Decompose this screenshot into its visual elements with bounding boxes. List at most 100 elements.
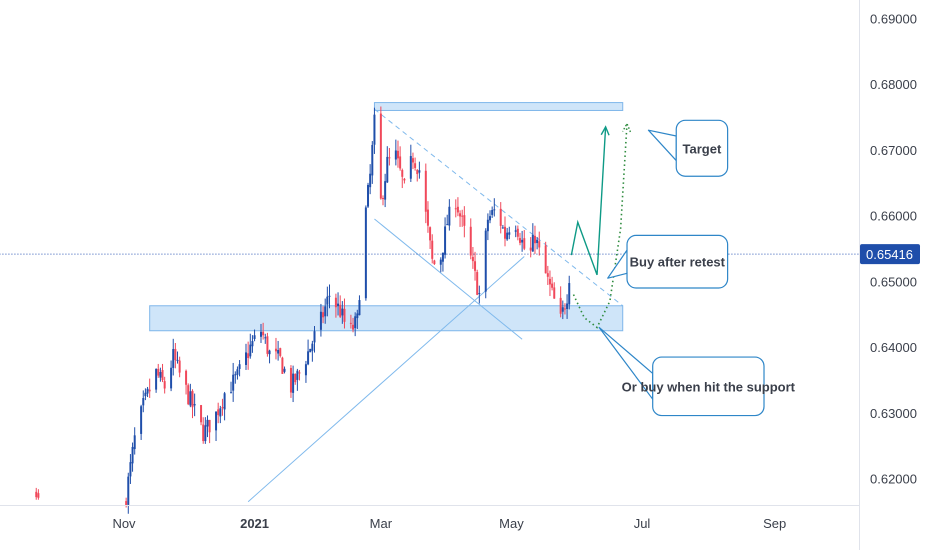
candle-body-93 — [396, 150, 399, 159]
ascending-trendline[interactable] — [247, 256, 525, 503]
descending-dashed-line[interactable] — [374, 108, 624, 307]
candle-body-57 — [289, 367, 292, 393]
candle-body-37 — [230, 392, 233, 394]
candle-body-116 — [463, 215, 466, 226]
x-tick-May: May — [499, 516, 524, 531]
candle-body-146 — [553, 287, 556, 299]
candle-body-125 — [491, 210, 494, 215]
candle-body-62 — [304, 364, 307, 376]
candle-body-1 — [37, 493, 40, 498]
candle-body-89 — [384, 181, 387, 200]
candle-body-149 — [563, 308, 566, 310]
candle-body-24 — [189, 391, 192, 406]
candle-body-38 — [232, 374, 235, 391]
x-axis[interactable]: Nov 2021 Mar May Jul Sep — [112, 516, 786, 531]
candle-body-131 — [508, 232, 511, 235]
candle-body-112 — [454, 208, 457, 210]
buy-after-retest-callout-pointer-joint — [627, 251, 631, 273]
candle-body-118 — [471, 257, 474, 262]
candle-body-120 — [476, 272, 479, 295]
candle-body-53 — [277, 349, 280, 354]
candle-body-128 — [501, 227, 504, 229]
candle-body-66 — [313, 331, 316, 343]
candle-body-142 — [544, 245, 547, 274]
candle-body-72 — [334, 297, 337, 308]
candle-body-74 — [339, 304, 342, 317]
candle-body-7 — [140, 406, 143, 434]
candle-body-19 — [174, 348, 177, 361]
candle-body-18 — [172, 349, 175, 368]
candle-body-88 — [382, 198, 384, 200]
candle-body-133 — [516, 228, 519, 237]
candle-body-48 — [262, 331, 265, 336]
candle-body-83 — [367, 184, 370, 207]
candle-body-108 — [441, 252, 444, 262]
retest-projection[interactable] — [570, 126, 607, 276]
candle-body-151 — [568, 283, 571, 305]
candle-body-121 — [478, 293, 481, 295]
candle-body-68 — [322, 312, 325, 318]
candle-body-123 — [486, 219, 489, 232]
candle-body-15 — [161, 370, 164, 381]
candle-body-102 — [424, 170, 427, 212]
y-tick-0.63000: 0.63000 — [870, 406, 917, 421]
target-callout[interactable]: Target — [647, 119, 729, 177]
current-price-label: 0.65416 — [866, 247, 913, 262]
y-tick-0.69000: 0.69000 — [870, 11, 917, 26]
buy-support-callout[interactable]: Or buy when hit the support — [598, 326, 796, 417]
candle-body-78 — [352, 324, 355, 330]
candle-body-145 — [551, 283, 554, 288]
candle-body-8 — [142, 398, 145, 406]
candle-body-84 — [369, 173, 372, 188]
candle-body-106 — [433, 260, 436, 265]
candle-body-42 — [245, 352, 248, 365]
candles-layer — [35, 106, 571, 514]
candle-body-114 — [459, 213, 462, 217]
candle-body-81 — [358, 300, 361, 316]
candle-body-12 — [155, 368, 158, 390]
candle-body-135 — [521, 239, 524, 243]
candle-body-41 — [238, 364, 241, 369]
candle-body-20 — [176, 359, 179, 361]
candle-body-65 — [311, 343, 314, 351]
candle-body-97 — [409, 156, 412, 179]
y-tick-0.65000: 0.65000 — [870, 274, 917, 289]
candle-body-55 — [281, 357, 284, 374]
y-tick-0.68000: 0.68000 — [870, 77, 917, 92]
y-tick-0.66000: 0.66000 — [870, 209, 917, 224]
resistance-zone[interactable] — [373, 102, 624, 111]
support-zone[interactable] — [149, 305, 624, 332]
candle-body-141 — [538, 241, 541, 248]
candle-body-9 — [144, 392, 147, 397]
candle-body-21 — [178, 360, 181, 373]
y-tick-0.64000: 0.64000 — [870, 340, 917, 355]
candle-body-69 — [324, 306, 327, 317]
candle-body-6 — [133, 435, 136, 450]
candle-body-110 — [446, 224, 449, 226]
candle-body-80 — [356, 313, 359, 319]
candle-body-16 — [163, 381, 166, 389]
candle-body-115 — [461, 215, 464, 217]
candle-body-127 — [499, 208, 502, 226]
candle-body-63 — [307, 351, 310, 365]
callouts-layer: Target Buy after retest Or buy when hit th… — [598, 119, 796, 417]
buy-after-retest-callout[interactable]: Buy after retest — [607, 234, 729, 289]
buy-support-callout-box — [652, 356, 765, 417]
candle-body-144 — [548, 278, 551, 285]
candle-body-124 — [489, 216, 492, 221]
current-price-tag: 0.65416 — [860, 244, 920, 265]
candle-body-36 — [223, 393, 226, 410]
candle-body-32 — [215, 411, 218, 431]
candle-body-132 — [514, 230, 517, 232]
candle-body-87 — [379, 113, 382, 199]
candle-body-29 — [204, 425, 207, 442]
candle-body-47 — [259, 331, 262, 337]
candle-body-14 — [159, 371, 162, 378]
candle-body-94 — [399, 156, 402, 169]
channel-lower-line[interactable] — [374, 218, 523, 340]
candle-body-119 — [474, 261, 477, 271]
y-axis[interactable]: 0.69000 0.68000 0.67000 0.66000 0.65000 0.640… — [870, 11, 917, 486]
candle-body-136 — [523, 238, 526, 249]
